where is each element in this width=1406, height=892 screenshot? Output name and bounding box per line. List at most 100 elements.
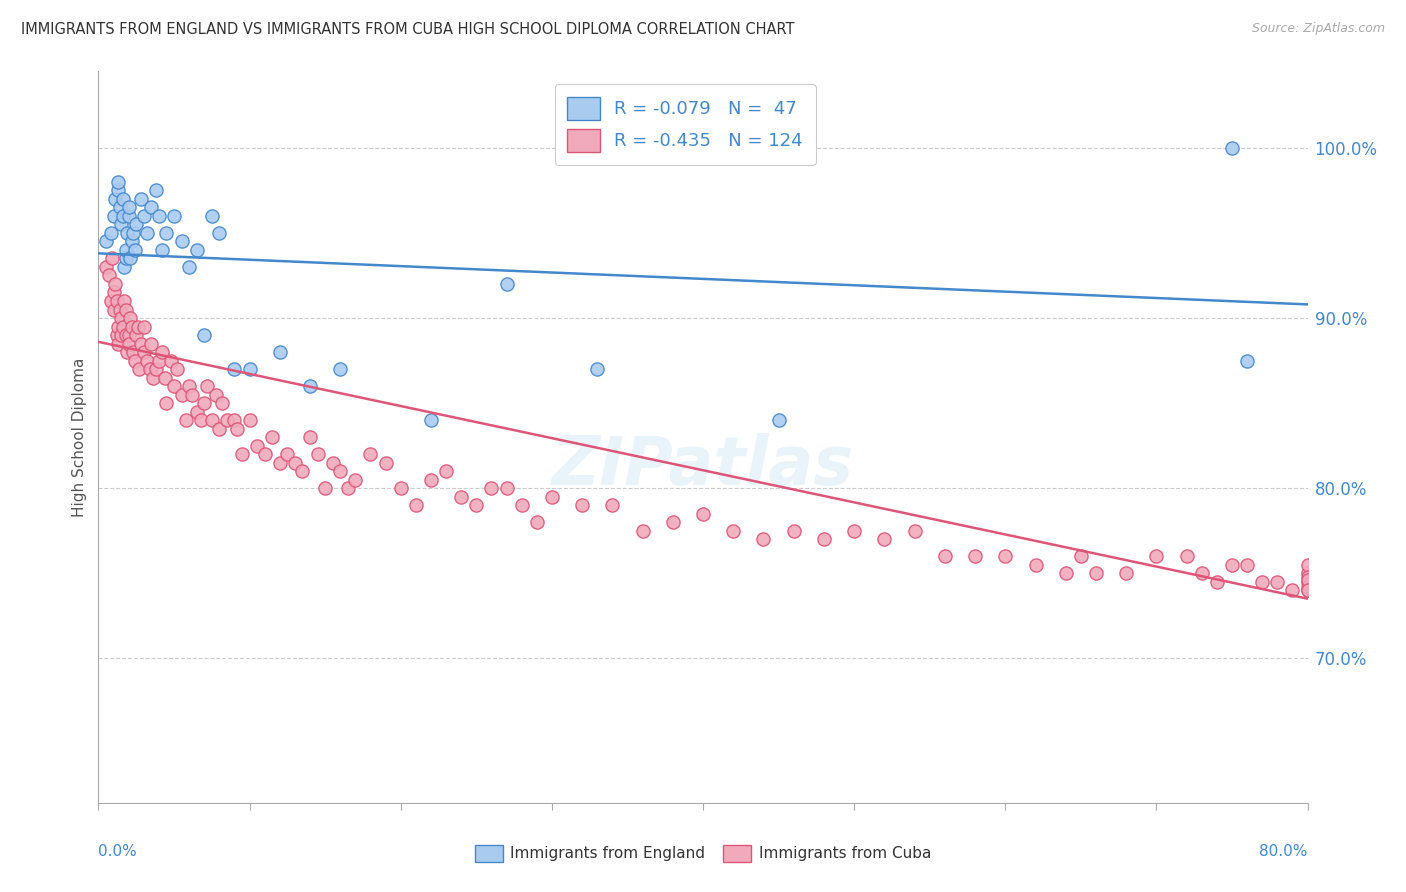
- Point: [112, 260, 135, 274]
- Point: [246, 439, 269, 453]
- Point: [160, 353, 183, 368]
- Point: [179, 379, 201, 393]
- Point: [201, 209, 224, 223]
- Point: [291, 464, 314, 478]
- Point: [1175, 549, 1198, 563]
- Point: [103, 209, 125, 223]
- Point: [208, 226, 231, 240]
- Point: [510, 498, 533, 512]
- Point: [934, 549, 956, 563]
- Point: [103, 302, 125, 317]
- Point: [344, 473, 367, 487]
- Point: [142, 370, 165, 384]
- Point: [114, 252, 136, 266]
- Point: [155, 396, 177, 410]
- Point: [224, 413, 246, 427]
- Point: [129, 192, 152, 206]
- Point: [844, 524, 866, 538]
- Point: [121, 319, 143, 334]
- Point: [1220, 141, 1243, 155]
- Point: [994, 549, 1017, 563]
- Point: [107, 183, 129, 197]
- Point: [118, 328, 141, 343]
- Point: [120, 252, 142, 266]
- Point: [360, 447, 382, 461]
- Point: [128, 362, 150, 376]
- Point: [150, 345, 173, 359]
- Point: [124, 353, 146, 368]
- Point: [873, 532, 896, 546]
- Point: [434, 464, 457, 478]
- Point: [101, 252, 124, 266]
- Point: [631, 524, 654, 538]
- Point: [253, 447, 276, 461]
- Point: [103, 285, 125, 300]
- Point: [110, 328, 132, 343]
- Point: [571, 498, 593, 512]
- Point: [118, 209, 141, 223]
- Point: [231, 447, 253, 461]
- Point: [269, 345, 291, 359]
- Point: [108, 201, 131, 215]
- Point: [226, 421, 249, 435]
- Point: [132, 209, 155, 223]
- Point: [495, 277, 517, 291]
- Point: [692, 507, 714, 521]
- Point: [276, 447, 298, 461]
- Text: ZIPatlas: ZIPatlas: [553, 434, 853, 500]
- Point: [783, 524, 806, 538]
- Point: [1024, 558, 1046, 572]
- Point: [1296, 583, 1319, 598]
- Point: [122, 226, 145, 240]
- Point: [193, 396, 215, 410]
- Point: [262, 430, 284, 444]
- Point: [163, 209, 186, 223]
- Point: [139, 362, 162, 376]
- Point: [94, 235, 117, 249]
- Point: [1236, 558, 1258, 572]
- Point: [526, 515, 548, 529]
- Point: [190, 413, 212, 427]
- Point: [661, 515, 683, 529]
- Point: [723, 524, 745, 538]
- Point: [586, 362, 609, 376]
- Point: [121, 235, 143, 249]
- Point: [1191, 566, 1213, 581]
- Point: [105, 293, 128, 308]
- Text: 80.0%: 80.0%: [1260, 845, 1308, 860]
- Point: [115, 226, 138, 240]
- Point: [145, 362, 167, 376]
- Point: [174, 413, 197, 427]
- Y-axis label: High School Diploma: High School Diploma: [72, 358, 87, 516]
- Point: [145, 183, 167, 197]
- Point: [135, 226, 157, 240]
- Point: [111, 319, 134, 334]
- Point: [329, 362, 352, 376]
- Point: [307, 447, 329, 461]
- Point: [495, 481, 517, 495]
- Point: [181, 387, 204, 401]
- Point: [114, 243, 136, 257]
- Point: [208, 421, 231, 435]
- Point: [132, 319, 155, 334]
- Point: [1251, 574, 1274, 589]
- Text: 0.0%: 0.0%: [98, 845, 138, 860]
- Point: [205, 387, 228, 401]
- Point: [125, 218, 148, 232]
- Point: [1296, 558, 1319, 572]
- Point: [125, 328, 148, 343]
- Point: [195, 379, 218, 393]
- Point: [1296, 566, 1319, 581]
- Point: [107, 175, 129, 189]
- Point: [98, 268, 121, 283]
- Point: [120, 311, 142, 326]
- Point: [1267, 574, 1289, 589]
- Point: [211, 396, 233, 410]
- Point: [153, 370, 176, 384]
- Point: [110, 311, 132, 326]
- Point: [141, 201, 163, 215]
- Point: [239, 362, 262, 376]
- Point: [1115, 566, 1137, 581]
- Point: [269, 456, 291, 470]
- Point: [193, 328, 215, 343]
